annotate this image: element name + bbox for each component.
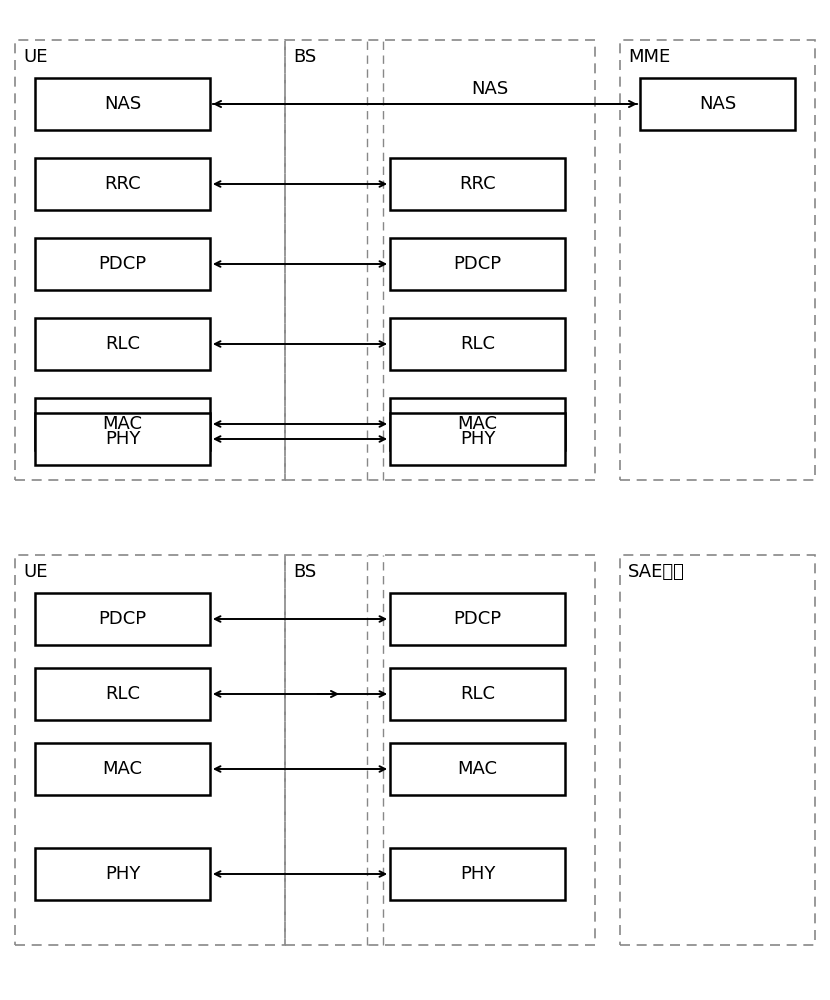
Text: PHY: PHY	[105, 430, 140, 448]
Bar	[640, 78, 795, 130]
Bar	[390, 593, 565, 645]
Bar	[390, 743, 565, 795]
Text: PHY: PHY	[105, 865, 140, 883]
Bar	[285, 40, 595, 480]
Text: NAS: NAS	[471, 80, 509, 98]
Text: PDCP: PDCP	[99, 610, 147, 628]
Bar	[35, 238, 210, 290]
Bar	[35, 743, 210, 795]
Bar	[35, 668, 210, 720]
Bar	[390, 848, 565, 900]
Bar	[390, 158, 565, 210]
Text: UE: UE	[23, 563, 47, 581]
Bar	[390, 318, 565, 370]
Bar	[35, 318, 210, 370]
Bar	[35, 848, 210, 900]
Bar	[620, 40, 815, 480]
Bar	[390, 668, 565, 720]
Bar	[35, 593, 210, 645]
Bar	[390, 238, 565, 290]
Text: PDCP: PDCP	[453, 255, 501, 273]
Text: RLC: RLC	[105, 335, 140, 353]
Text: PHY: PHY	[460, 430, 496, 448]
Bar	[35, 398, 210, 450]
Text: MAC: MAC	[102, 760, 143, 778]
Text: NAS: NAS	[104, 95, 141, 113]
Bar	[35, 158, 210, 210]
Text: BS: BS	[293, 48, 316, 66]
Text: RLC: RLC	[460, 685, 495, 703]
Text: PDCP: PDCP	[99, 255, 147, 273]
Text: MAC: MAC	[457, 760, 497, 778]
Bar	[620, 555, 815, 945]
Text: RRC: RRC	[459, 175, 496, 193]
Bar	[35, 78, 210, 130]
Text: BS: BS	[293, 563, 316, 581]
Text: MME: MME	[628, 48, 671, 66]
Text: RLC: RLC	[460, 335, 495, 353]
Text: UE: UE	[23, 48, 47, 66]
Bar	[285, 555, 595, 945]
Text: SAE网关: SAE网关	[628, 563, 685, 581]
Text: MAC: MAC	[102, 415, 143, 433]
Bar	[15, 40, 285, 480]
Text: MAC: MAC	[457, 415, 497, 433]
Bar	[390, 413, 565, 465]
Text: PDCP: PDCP	[453, 610, 501, 628]
Bar	[15, 555, 285, 945]
Bar	[390, 398, 565, 450]
Text: RRC: RRC	[105, 175, 141, 193]
Text: RLC: RLC	[105, 685, 140, 703]
Text: PHY: PHY	[460, 865, 496, 883]
Text: NAS: NAS	[699, 95, 736, 113]
Bar	[35, 413, 210, 465]
